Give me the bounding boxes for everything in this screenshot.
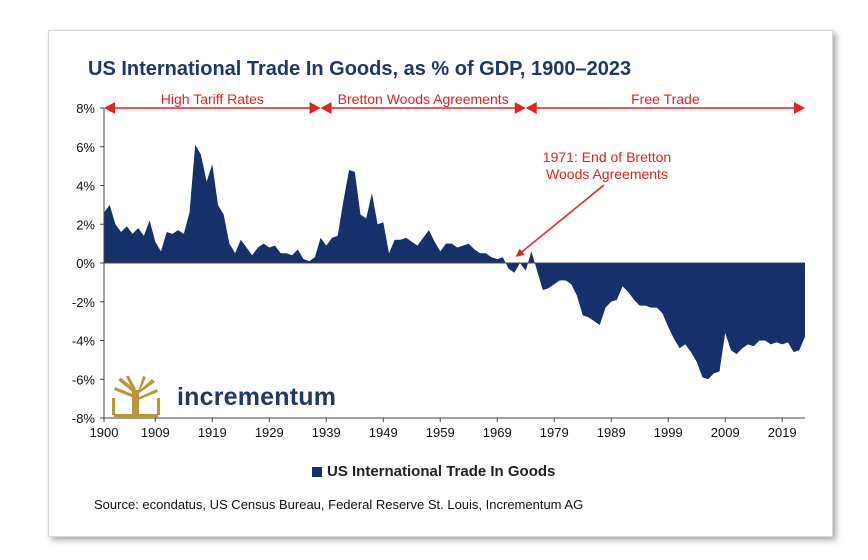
source-note: Source: econdatus, US Census Bureau, Fed… [94, 497, 584, 512]
x-tick-label: 1919 [198, 425, 227, 440]
x-tick-label: 1989 [597, 425, 626, 440]
x-tick-label: 1900 [90, 425, 119, 440]
y-tick-label: 8% [76, 101, 95, 116]
x-tick-label: 2009 [711, 425, 740, 440]
range-arrowhead-right [514, 102, 526, 114]
x-tick-label: 1999 [654, 425, 683, 440]
x-tick-label: 1969 [483, 425, 512, 440]
y-tick-label: -2% [72, 295, 96, 310]
range-arrowhead-left [525, 102, 537, 114]
callout-text: Woods Agreements [546, 166, 668, 182]
y-tick-label: 6% [76, 140, 95, 155]
x-tick-label: 2019 [768, 425, 797, 440]
legend-label: US International Trade In Goods [327, 463, 556, 480]
range-label: Free Trade [631, 91, 700, 107]
x-tick-label: 1949 [369, 425, 398, 440]
x-tick-label: 1939 [312, 425, 341, 440]
x-tick-label: 1909 [141, 425, 170, 440]
chart-legend: US International Trade In Goods [312, 463, 555, 480]
y-tick-label: -4% [72, 334, 96, 349]
range-label: High Tariff Rates [161, 91, 264, 107]
range-arrowhead-right [309, 102, 321, 114]
y-tick-label: 0% [76, 256, 95, 271]
callout-text: 1971: End of Bretton [543, 149, 671, 165]
incrementum-logo-text: incrementum [177, 383, 337, 411]
x-tick-label: 1979 [540, 425, 569, 440]
chart-title: US International Trade In Goods, as % of… [88, 58, 632, 80]
incrementum-logo-icon [112, 376, 160, 418]
y-tick-label: 2% [76, 217, 95, 232]
legend-swatch [312, 466, 322, 477]
y-tick-label: -6% [72, 372, 96, 387]
x-tick-label: 1929 [255, 425, 284, 440]
range-arrowhead-left [104, 102, 115, 114]
x-tick-label: 1959 [426, 425, 455, 440]
y-tick-label: 4% [76, 179, 95, 194]
series-area [104, 144, 805, 380]
y-tick-label: -8% [72, 411, 96, 426]
callout-arrow [515, 184, 605, 257]
range-arrowhead-right [794, 102, 805, 114]
range-label: Bretton Woods Agreements [338, 91, 509, 107]
range-arrowhead-left [320, 102, 332, 114]
